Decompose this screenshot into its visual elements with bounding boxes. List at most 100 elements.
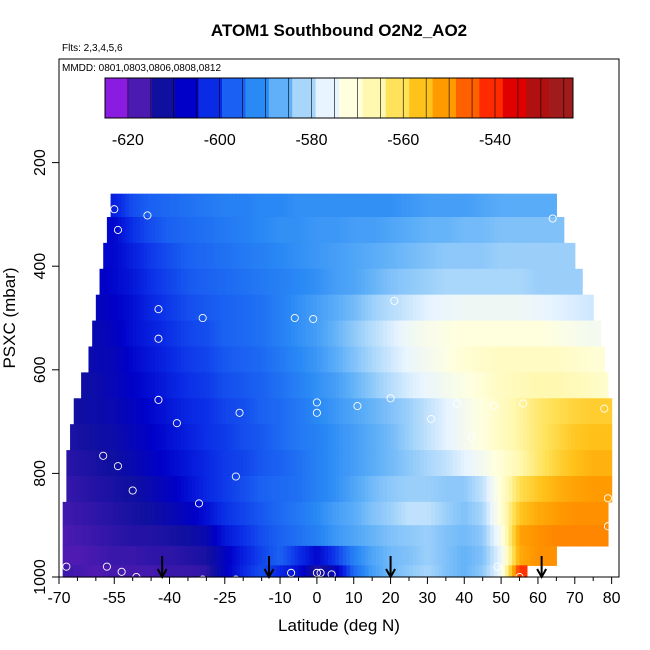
heatmap-cell [291,294,296,322]
heatmap-cell [519,294,524,322]
heatmap-cell [364,193,370,218]
heatmap-cell [324,545,329,566]
heatmap-cell [195,268,200,296]
heatmap-cell [221,450,226,477]
heatmap-cell [158,242,163,270]
heatmap-cell [265,565,270,578]
heatmap-cell [368,565,373,578]
heatmap-cell [280,450,285,477]
sample-point [519,399,528,408]
sample-point [194,499,204,508]
heatmap-cell [140,294,145,322]
heatmap-cell [471,565,476,578]
heatmap-cell [210,294,215,322]
heatmap-cell [475,398,480,425]
heatmap-cell [438,268,443,296]
heatmap-cell [287,424,292,451]
heatmap-cell [125,424,130,451]
heatmap-cell [280,372,285,399]
heatmap-cell [497,475,502,503]
heatmap-cell [515,268,521,296]
heatmap-cell [210,320,215,348]
heatmap-cell [534,193,539,218]
heatmap-cell [442,193,447,218]
heatmap-cell [552,424,557,451]
heatmap-cell [479,242,484,270]
heatmap-cell [504,475,510,503]
colorbar-swatch [479,78,504,118]
heatmap-cell [235,346,241,373]
heatmap-cell [265,320,270,348]
heatmap-cell [202,450,207,477]
heatmap-cell [519,424,524,451]
heatmap-cell [320,475,325,503]
heatmap-cell [545,268,550,296]
heatmap-cell [490,346,495,373]
heatmap-cell [291,501,296,526]
heatmap-cell [103,501,108,526]
heatmap-cell [165,525,171,547]
y-axis-title: PSXC (mbar) [0,267,19,368]
heatmap-cell [357,398,362,425]
heatmap-cell [493,346,499,373]
heatmap-cell [342,193,347,218]
heatmap-cell [427,450,432,477]
heatmap-cell [482,193,487,218]
heatmap-cell [140,424,145,451]
heatmap-cell [199,372,204,399]
heatmap-cell [313,294,318,322]
heatmap-cell [537,193,543,218]
heatmap-cell [125,294,130,322]
heatmap-cell [309,216,314,244]
heatmap-cell [272,242,277,270]
heatmap-cell [169,501,174,526]
heatmap-cell [563,450,569,477]
heatmap-cell [106,565,112,578]
heatmap-cell [228,193,233,218]
heatmap-cell [397,525,403,547]
heatmap-cell [471,193,476,218]
heatmap-cell [335,545,340,566]
heatmap-cell [508,320,513,348]
heatmap-cell [364,501,370,526]
colorbar-swatch [339,78,363,118]
heatmap-cell [339,398,344,425]
heatmap-cell [353,242,359,270]
heatmap-cell [482,501,487,526]
heatmap-cell [563,501,569,526]
heatmap-cell [464,424,469,451]
heatmap-cell [276,242,281,270]
heatmap-cell [397,242,403,270]
heatmap-cell [77,525,82,547]
heatmap-cell [364,372,370,399]
heatmap-cell [291,193,296,218]
heatmap-cell [434,216,440,244]
heatmap-cell [305,525,311,547]
heatmap-cell [471,372,476,399]
heatmap-cell [191,501,196,526]
heatmap-cell [239,424,244,451]
heatmap-cell [206,525,211,547]
heatmap-cell [235,501,241,526]
heatmap-cell [158,346,163,373]
heatmap-cell [73,545,79,566]
heatmap-cell [92,398,97,425]
heatmap-cell [596,475,602,503]
heatmap-cell [169,475,174,503]
heatmap-cell [309,346,314,373]
heatmap-cell [261,268,266,296]
heatmap-cell [132,501,137,526]
x-tick-label: 10 [345,590,363,607]
heatmap-cell [254,320,259,348]
heatmap-cell [143,268,149,296]
heatmap-cell [471,501,476,526]
heatmap-cell [534,242,539,270]
heatmap-cell [339,193,344,218]
heatmap-cell [62,501,67,526]
chart-subtitle-dates: MMDD: 0801,0803,0806,0808,0812 [62,63,221,74]
heatmap-cell [453,475,458,503]
heatmap-cell [147,346,152,373]
heatmap-cell [523,193,528,218]
heatmap-cell [582,501,587,526]
heatmap-cell [361,346,366,373]
